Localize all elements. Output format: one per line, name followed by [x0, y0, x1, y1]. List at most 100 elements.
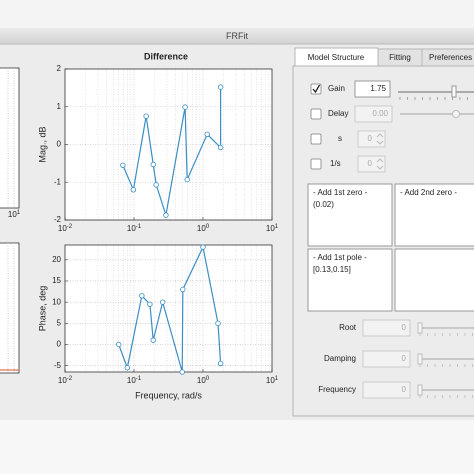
data-point [159, 299, 166, 305]
data-point [147, 301, 153, 307]
y-tick-label: -2 [54, 215, 62, 224]
y-tick-label: 20 [52, 255, 61, 264]
tick-base: 10 [127, 376, 136, 385]
tab-label: Model Structure [308, 53, 365, 62]
slider-ticks [399, 85, 468, 100]
text-field [354, 105, 393, 123]
spinner-value: 0 [368, 159, 373, 168]
data-point [150, 161, 156, 168]
checkbox[interactable] [310, 158, 322, 170]
tick-base: 10 [197, 224, 206, 233]
data-point [124, 365, 131, 371]
slider-knob [417, 322, 423, 334]
list-header: - Add 1st pole - [313, 253, 367, 262]
data-point [143, 113, 149, 119]
list-box[interactable] [394, 248, 474, 312]
tick-base: 10 [58, 224, 67, 233]
checkbox[interactable] [310, 133, 322, 145]
slider-knob [452, 110, 460, 118]
x-tick-label: 101 [266, 224, 279, 234]
data-point [163, 212, 169, 218]
param-value: 0 [402, 354, 407, 363]
axes [65, 245, 272, 372]
row-label: s [338, 134, 342, 143]
text-field[interactable] [354, 80, 391, 98]
checkbox[interactable] [310, 108, 322, 120]
tick-exp: -2 [67, 376, 73, 382]
data-point [217, 84, 224, 90]
tick-base: 10 [266, 376, 275, 385]
data-point [182, 104, 188, 110]
data-point [153, 182, 159, 188]
x-tick-label: 10-2 [58, 224, 73, 234]
y-tick-label: 15 [52, 276, 61, 285]
row-label: Delay [328, 109, 348, 118]
param-label: Damping [324, 354, 356, 363]
data-point [215, 320, 221, 327]
x-tick-label: 100 [197, 224, 210, 234]
tick-exp: -1 [136, 224, 142, 230]
tick-base: 10 [127, 224, 136, 233]
x-tick-label: 10-1 [127, 376, 142, 386]
data-point [120, 162, 126, 168]
x-axis-label: Frequency, rad/s [135, 390, 202, 400]
tick-exp: 1 [17, 210, 21, 216]
param-label: Frequency [318, 385, 356, 394]
spinner-arrows [376, 158, 384, 170]
x-tick-label: 101 [266, 376, 279, 386]
slider-knob[interactable] [451, 85, 457, 98]
param-field [362, 381, 411, 399]
tick-exp: 1 [275, 376, 279, 382]
data-point [217, 144, 224, 151]
y-tick-label: 2 [57, 64, 62, 73]
param-field [362, 319, 411, 337]
plot-title: Difference [144, 51, 188, 61]
y-tick-label: 0 [57, 340, 62, 349]
left-tick-label: 101 [8, 210, 21, 220]
window-title: FRFit [226, 31, 248, 41]
param-value: 0 [402, 323, 407, 332]
spinner [357, 130, 386, 148]
y-tick-label: 5 [57, 318, 62, 327]
data-point [115, 341, 122, 348]
slider-knob [417, 353, 423, 365]
list-header: - Add 1st zero - [313, 188, 368, 197]
list-box[interactable] [307, 248, 393, 312]
row-label: 1/s [330, 159, 341, 168]
tick-exp: 0 [206, 376, 210, 382]
left-axes-top [0, 67, 20, 209]
tick-exp: -2 [67, 224, 73, 230]
field-value: 0.00 [372, 109, 388, 118]
param-rows: Root 0 Damping 0 Frequency 0 [318, 319, 474, 399]
x-tick-label: 10-1 [127, 224, 142, 234]
spinner-arrows [376, 133, 384, 145]
tick-base: 10 [58, 376, 67, 385]
list-contents: - Add 1st zero - (0.02) - Add 2nd zero - - … [313, 188, 457, 274]
y-tick-label: 10 [52, 297, 61, 306]
tick-base: 10 [197, 376, 206, 385]
y-tick-label: -1 [54, 177, 62, 186]
list-box[interactable] [307, 183, 393, 247]
tab[interactable] [421, 48, 474, 67]
slider-knob [417, 384, 423, 396]
tick-exp: 0 [206, 224, 210, 230]
tab-label: Preferences [429, 53, 472, 62]
list-item: (0.02) [313, 200, 334, 209]
tick-exp: -1 [136, 376, 142, 382]
y-tick-label: -5 [54, 361, 62, 370]
axes-frame [64, 244, 273, 373]
data-point [150, 337, 156, 343]
y-axis-label: Mag., dB [37, 126, 47, 162]
y-axis-label: Phase, deg [37, 286, 47, 332]
data-point [184, 176, 190, 183]
data-point [200, 244, 206, 250]
list-item: [0.13,0.15] [313, 265, 351, 274]
row-label: Gain [328, 84, 345, 93]
x-tick-label: 100 [197, 376, 210, 386]
left-plots: 101 [0, 67, 21, 374]
param-label: Root [339, 323, 357, 332]
list-box[interactable] [394, 183, 474, 247]
check-mark [312, 84, 321, 94]
data-point [130, 187, 137, 193]
